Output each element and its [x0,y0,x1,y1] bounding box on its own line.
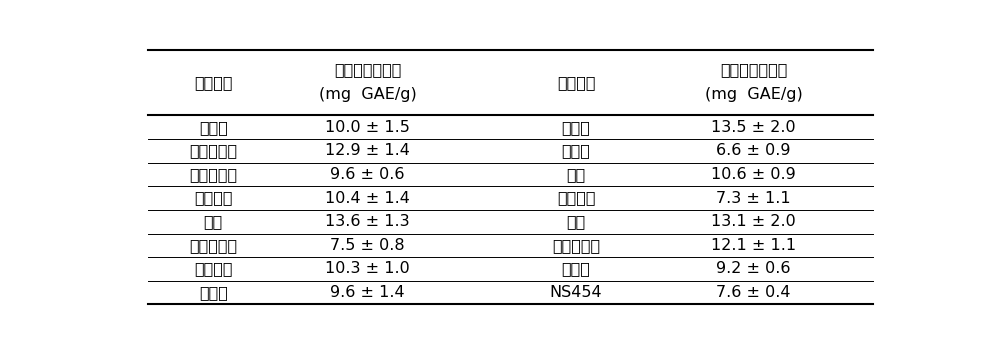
Text: 10.6 ± 0.9: 10.6 ± 0.9 [711,167,796,182]
Text: 7.5 ± 0.8: 7.5 ± 0.8 [331,238,405,253]
Text: 7.6 ± 0.4: 7.6 ± 0.4 [716,285,791,300]
Text: 제일황금: 제일황금 [194,191,232,206]
Text: 우루마나까: 우루마나까 [189,167,237,182]
Text: 시마산고: 시마산고 [194,261,232,276]
Text: 12.1 ± 1.1: 12.1 ± 1.1 [711,238,796,253]
Text: 드레곤: 드레곤 [562,120,591,135]
Text: 7.3 ± 1.1: 7.3 ± 1.1 [716,191,791,206]
Text: 9.6 ± 1.4: 9.6 ± 1.4 [331,285,405,300]
Text: NS454: NS454 [550,285,603,300]
Text: 녹봉: 녹봉 [567,167,586,182]
Text: 13.5 ± 2.0: 13.5 ± 2.0 [711,120,796,135]
Text: 절성백: 절성백 [199,120,228,135]
Text: 사쓰마나까: 사쓰마나까 [189,143,237,158]
Text: 청옥: 청옥 [567,214,586,229]
Text: 12.9 ± 1.4: 12.9 ± 1.4 [326,143,410,158]
Text: 9.2 ± 0.6: 9.2 ± 0.6 [716,261,791,276]
Text: 품종시료: 품종시료 [194,75,232,90]
Text: 13.6 ± 1.3: 13.6 ± 1.3 [326,214,410,229]
Text: 백옥: 백옥 [203,214,223,229]
Text: 쥬케무: 쥬케무 [199,285,228,300]
Text: 오돌이: 오돌이 [562,143,591,158]
Text: 10.0 ± 1.5: 10.0 ± 1.5 [326,120,410,135]
Text: 6.6 ± 0.9: 6.6 ± 0.9 [716,143,791,158]
Text: 총폴리페놀함량: 총폴리페놀함량 [334,62,401,77]
Text: 9.6 ± 0.6: 9.6 ± 0.6 [331,167,405,182]
Text: 백돌이: 백돌이 [562,261,591,276]
Text: 슈퍼드레콘: 슈퍼드레콘 [189,238,237,253]
Text: 10.4 ± 1.4: 10.4 ± 1.4 [326,191,410,206]
Text: (mg  GAE/g): (mg GAE/g) [319,87,416,102]
Text: 나가레이시: 나가레이시 [552,238,601,253]
Text: 총폴리페놀함량: 총폴리페놀함량 [720,62,787,77]
Text: 13.1 ± 2.0: 13.1 ± 2.0 [711,214,796,229]
Text: 10.3 ± 1.0: 10.3 ± 1.0 [326,261,410,276]
Text: (mg  GAE/g): (mg GAE/g) [705,87,803,102]
Text: 품종시료: 품종시료 [557,75,596,90]
Text: 오키나와: 오키나와 [557,191,596,206]
